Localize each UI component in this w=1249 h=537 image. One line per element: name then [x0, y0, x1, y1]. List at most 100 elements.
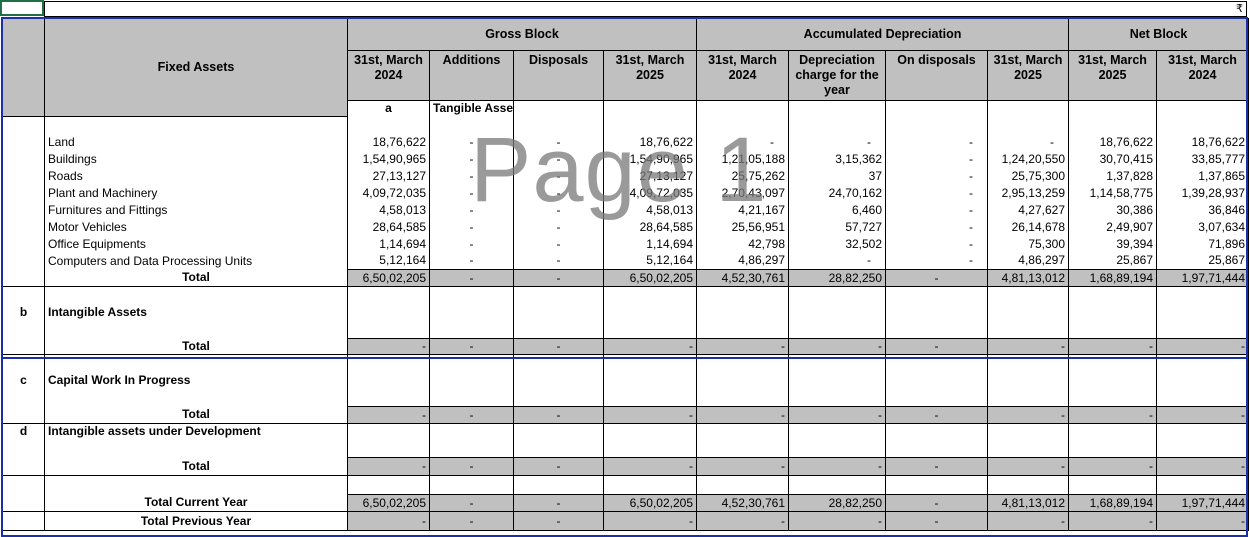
- empty-cell[interactable]: [2, 338, 45, 355]
- total-value[interactable]: -: [1068, 338, 1158, 355]
- section-letter[interactable]: d: [2, 423, 45, 458]
- value-cell[interactable]: -: [513, 167, 604, 185]
- empty-cell[interactable]: [2, 133, 45, 151]
- value-cell[interactable]: -: [885, 150, 989, 168]
- total-value[interactable]: -: [885, 457, 989, 476]
- column-header[interactable]: 31st, March 2024: [696, 50, 790, 101]
- value-cell[interactable]: 18,76,622: [1156, 133, 1249, 151]
- empty-cell[interactable]: [1156, 116, 1249, 134]
- total-value[interactable]: -: [987, 511, 1070, 531]
- empty-cell[interactable]: [513, 354, 604, 407]
- total-value[interactable]: -: [1156, 457, 1249, 476]
- total-value[interactable]: -: [696, 457, 790, 476]
- empty-cell[interactable]: [602, 423, 698, 458]
- total-value[interactable]: -: [429, 457, 514, 476]
- total-value[interactable]: -: [429, 494, 514, 512]
- empty-cell[interactable]: [696, 354, 790, 407]
- gross-block-header[interactable]: Gross Block: [346, 18, 698, 51]
- total-value[interactable]: -: [1068, 406, 1158, 424]
- value-cell[interactable]: -: [885, 133, 989, 151]
- empty-cell[interactable]: [1068, 475, 1158, 495]
- asset-name[interactable]: Furnitures and Fittings: [44, 201, 348, 219]
- total-value[interactable]: 1,68,89,194: [1068, 269, 1158, 287]
- total-value[interactable]: -: [788, 457, 887, 476]
- total-value[interactable]: -: [513, 338, 604, 355]
- total-label[interactable]: Total: [44, 269, 348, 287]
- empty-cell[interactable]: [2, 252, 45, 270]
- formula-input[interactable]: [44, 1, 1247, 17]
- total-value[interactable]: -: [1068, 511, 1158, 531]
- empty-cell[interactable]: [987, 286, 1070, 339]
- value-cell[interactable]: 1,14,694: [347, 235, 430, 253]
- empty-cell[interactable]: [2, 457, 45, 476]
- empty-cell[interactable]: [696, 116, 790, 134]
- total-value[interactable]: -: [1156, 511, 1249, 531]
- value-cell[interactable]: 28,64,585: [602, 218, 698, 236]
- corner-cell[interactable]: [2, 18, 45, 117]
- total-value[interactable]: -: [1068, 457, 1158, 476]
- empty-cell[interactable]: [885, 354, 989, 407]
- total-value[interactable]: -: [429, 406, 514, 424]
- value-cell[interactable]: -: [513, 133, 604, 151]
- value-cell[interactable]: 2,70,43,097: [696, 184, 790, 202]
- column-header[interactable]: 31st, March 2024: [347, 50, 430, 101]
- section-title[interactable]: Capital Work In Progress: [44, 354, 348, 407]
- empty-cell[interactable]: [1068, 423, 1158, 458]
- empty-cell[interactable]: [2, 116, 45, 134]
- empty-cell[interactable]: [602, 286, 698, 339]
- total-label[interactable]: Total: [44, 457, 348, 476]
- empty-cell[interactable]: [602, 116, 698, 134]
- total-label[interactable]: Total: [44, 406, 348, 424]
- empty-cell[interactable]: [2, 150, 45, 168]
- accumulated-depreciation-header[interactable]: Accumulated Depreciation: [696, 18, 1070, 51]
- empty-cell[interactable]: [602, 475, 698, 495]
- value-cell[interactable]: 24,70,162: [788, 184, 887, 202]
- total-value[interactable]: -: [1156, 406, 1249, 424]
- value-cell[interactable]: -: [788, 133, 887, 151]
- empty-cell[interactable]: [696, 475, 790, 495]
- net-block-header[interactable]: Net Block: [1068, 18, 1249, 51]
- empty-cell[interactable]: [513, 116, 604, 134]
- value-cell[interactable]: 25,75,262: [696, 167, 790, 185]
- total-value[interactable]: -: [885, 269, 989, 287]
- total-value[interactable]: 4,81,13,012: [987, 269, 1070, 287]
- value-cell[interactable]: 36,846: [1156, 201, 1249, 219]
- value-cell[interactable]: 2,95,13,259: [987, 184, 1070, 202]
- empty-cell[interactable]: [788, 354, 887, 407]
- total-value[interactable]: -: [513, 494, 604, 512]
- empty-cell[interactable]: [2, 184, 45, 202]
- column-header[interactable]: Depreciation charge for the year: [788, 50, 887, 101]
- total-value[interactable]: -: [602, 511, 698, 531]
- value-cell[interactable]: -: [429, 133, 514, 151]
- empty-cell[interactable]: [987, 354, 1070, 407]
- value-cell[interactable]: -: [885, 252, 989, 270]
- total-value[interactable]: -: [513, 406, 604, 424]
- value-cell[interactable]: -: [885, 167, 989, 185]
- empty-cell[interactable]: [602, 100, 698, 117]
- section-letter[interactable]: b: [2, 286, 45, 339]
- value-cell[interactable]: 1,39,28,937: [1156, 184, 1249, 202]
- total-value[interactable]: -: [885, 406, 989, 424]
- value-cell[interactable]: -: [513, 184, 604, 202]
- value-cell[interactable]: 1,37,828: [1068, 167, 1158, 185]
- value-cell[interactable]: -: [987, 133, 1070, 151]
- empty-cell[interactable]: [885, 423, 989, 458]
- column-header[interactable]: 31st, March 2024: [1156, 50, 1249, 101]
- total-value[interactable]: -: [1156, 338, 1249, 355]
- value-cell[interactable]: 1,24,20,550: [987, 150, 1070, 168]
- value-cell[interactable]: 1,54,90,965: [347, 150, 430, 168]
- value-cell[interactable]: 27,13,127: [347, 167, 430, 185]
- value-cell[interactable]: -: [513, 235, 604, 253]
- empty-cell[interactable]: [987, 116, 1070, 134]
- value-cell[interactable]: -: [513, 252, 604, 270]
- value-cell[interactable]: 27,13,127: [602, 167, 698, 185]
- value-cell[interactable]: 42,798: [696, 235, 790, 253]
- value-cell[interactable]: -: [429, 252, 514, 270]
- value-cell[interactable]: 75,300: [987, 235, 1070, 253]
- total-value[interactable]: -: [602, 406, 698, 424]
- value-cell[interactable]: 4,09,72,035: [347, 184, 430, 202]
- value-cell[interactable]: 57,727: [788, 218, 887, 236]
- column-header[interactable]: 31st, March 2025: [602, 50, 698, 101]
- total-value[interactable]: 6,50,02,205: [347, 269, 430, 287]
- empty-cell[interactable]: [429, 423, 514, 458]
